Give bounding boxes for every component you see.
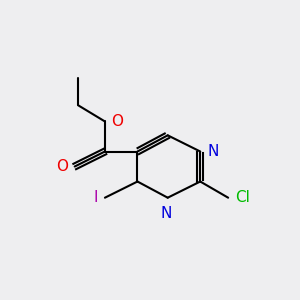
Text: O: O [56, 159, 68, 174]
Text: N: N [207, 144, 219, 159]
Text: Cl: Cl [235, 190, 250, 205]
Text: N: N [161, 206, 172, 221]
Text: I: I [94, 190, 98, 205]
Text: O: O [111, 114, 123, 129]
